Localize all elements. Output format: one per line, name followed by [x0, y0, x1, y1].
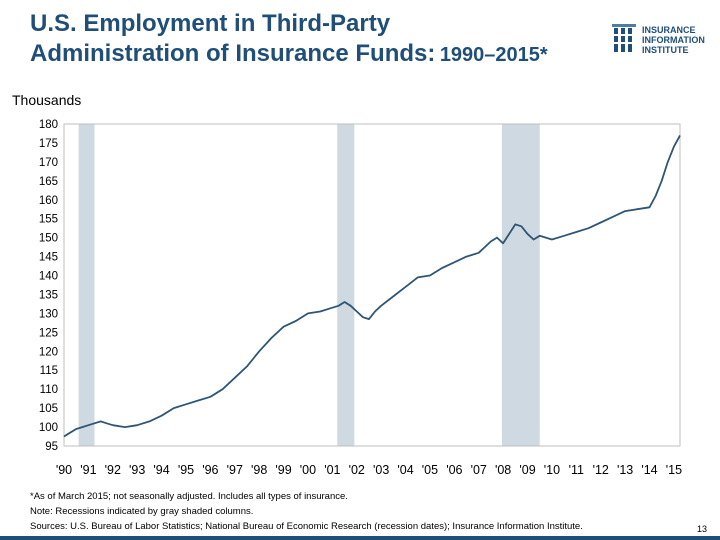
bottom-bar: [0, 536, 720, 540]
y-tick-label: 110: [40, 384, 58, 396]
y-tick-label: 160: [39, 195, 58, 207]
y-tick-label: 125: [39, 327, 58, 339]
x-tick-label: '94: [153, 463, 169, 477]
x-tick-label: '12: [593, 463, 609, 477]
y-tick-label: 155: [39, 214, 58, 226]
title-line-2: Administration of Insurance Funds: 1990–…: [30, 40, 548, 67]
recession-band-2: [337, 124, 355, 446]
recession-bands: [78, 124, 540, 446]
page-title: U.S. Employment in Third-Party Administr…: [30, 10, 610, 70]
x-tick-label: '90: [56, 463, 72, 477]
logo-text: INSURANCE INFORMATION INSTITUTE: [642, 25, 705, 55]
recession-band-1: [78, 124, 95, 446]
y-tick-label: 130: [39, 308, 58, 320]
x-tick-label: '10: [544, 463, 560, 477]
x-tick-label: '09: [519, 463, 535, 477]
y-tick-label: 140: [39, 271, 58, 283]
x-tick-label: '96: [202, 463, 218, 477]
x-tick-label: '11: [569, 463, 584, 477]
x-tick-label: '98: [251, 463, 267, 477]
employment-line-chart: 95 100 105 110 115 120 125 130 135 140 145 150 155 16…: [39, 119, 682, 477]
x-tick-label: '92: [105, 463, 121, 477]
y-tick-label: 180: [39, 119, 58, 131]
footnote-sources: Sources: U.S. Bureau of Labor Statistics…: [30, 521, 583, 532]
y-tick-label: 135: [39, 289, 58, 301]
recession-band-3: [501, 124, 540, 446]
y-tick-label: 150: [39, 233, 58, 245]
x-tick-label: '97: [227, 463, 243, 477]
y-tick-label: 120: [39, 346, 58, 358]
logo-mark-icon: [612, 24, 636, 52]
x-tick-label: '15: [666, 463, 682, 477]
title-line-1: U.S. Employment in Third-Party: [30, 10, 391, 37]
x-tick-label: '91: [80, 463, 96, 477]
x-tick-label: '05: [422, 463, 438, 477]
y-tick-label: 170: [39, 157, 58, 169]
y-tick-label: 95: [45, 441, 58, 453]
x-tick-label: '02: [349, 463, 365, 477]
title-years: 1990–2015*: [439, 44, 548, 66]
x-tick-label: '01: [324, 463, 340, 477]
y-tick-label: 145: [39, 252, 58, 264]
y-tick-label: 100: [39, 422, 58, 434]
x-tick-label: '07: [471, 463, 487, 477]
x-tick-label: '06: [446, 463, 462, 477]
plot-frame: [63, 123, 681, 447]
x-tick-label: '08: [495, 463, 511, 477]
y-tick-label: 175: [39, 138, 58, 150]
plot-border: [63, 123, 681, 447]
series-layer: [63, 134, 681, 438]
x-tick-label: '99: [275, 463, 291, 477]
y-tick-label: 165: [39, 176, 58, 188]
y-axis-unit-label: Thousands: [12, 92, 82, 108]
footnote-recessions: Note: Recessions indicated by gray shade…: [30, 506, 254, 517]
x-tick-label: '13: [617, 463, 633, 477]
series-line-1: [63, 134, 681, 438]
footnote-asterisk: *As of March 2015; not seasonally adjust…: [30, 491, 348, 502]
y-axis-ticks: 95 100 105 110 115 120 125 130 135 140 145 150 155 16…: [39, 119, 58, 453]
x-tick-label: '14: [641, 463, 657, 477]
x-tick-label: '03: [373, 463, 389, 477]
x-tick-label: '04: [397, 463, 413, 477]
x-tick-label: '95: [178, 463, 194, 477]
x-tick-label: '93: [129, 463, 145, 477]
iii-logo: INSURANCE INFORMATION INSTITUTE: [612, 22, 712, 62]
x-axis-ticks: '90 '91 '92 '93 '94 '95 '96 '97 '98 '99 '00 '01 '02 '…: [56, 463, 682, 477]
page-number: 13: [697, 524, 708, 534]
footnotes: *As of March 2015; not seasonally adjust…: [30, 489, 583, 534]
y-tick-label: 115: [40, 365, 58, 377]
x-tick-label: '00: [300, 463, 316, 477]
y-tick-label: 105: [39, 403, 58, 415]
